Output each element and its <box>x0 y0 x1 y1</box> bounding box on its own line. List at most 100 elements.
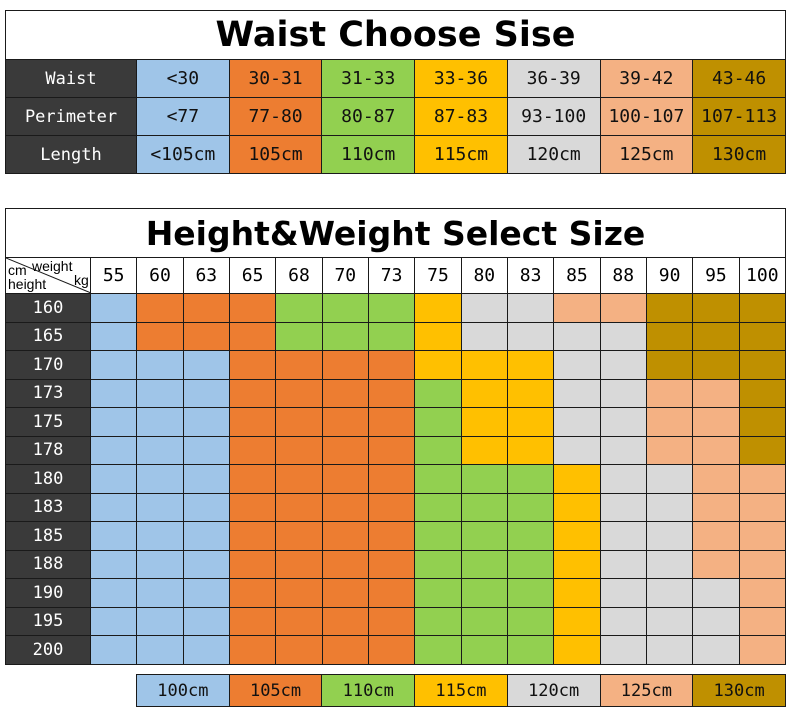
size-grid-cell <box>228 350 277 380</box>
size-grid-cell <box>89 435 138 465</box>
waist-row-perimeter: Perimeter <77 77-80 80-87 87-83 93-100 100-107… <box>5 97 786 136</box>
size-grid-cell <box>460 578 508 608</box>
size-grid-cell <box>738 549 787 579</box>
size-grid-cell <box>738 350 787 380</box>
size-grid-cell <box>553 578 601 608</box>
size-grid-cell <box>692 435 740 465</box>
size-grid-cell <box>228 464 277 494</box>
size-grid-cell <box>738 635 787 665</box>
legend-cell: 130cm <box>692 674 786 707</box>
size-grid-cell <box>553 521 601 551</box>
size-grid-cell <box>460 378 508 408</box>
size-grid-cell <box>367 293 416 323</box>
size-grid-cell <box>599 350 647 380</box>
size-grid-cell <box>228 549 277 579</box>
height-weight-table-body: Height&Weight Select Size weight kg cm h… <box>5 208 787 665</box>
weight-header-cell: 60 <box>136 257 184 294</box>
height-row: 165 <box>5 321 787 351</box>
size-grid-cell <box>136 549 184 579</box>
weight-header-cell: 95 <box>692 257 740 294</box>
size-grid-cell <box>553 635 601 665</box>
size-grid-cell <box>506 293 555 323</box>
size-grid-cell <box>645 521 694 551</box>
waist-cell: 115cm <box>414 135 508 174</box>
height-row: 200 <box>5 635 787 665</box>
size-grid-cell <box>738 321 787 351</box>
size-grid-cell <box>228 293 277 323</box>
weight-header-cell: 90 <box>645 257 694 294</box>
size-grid-cell <box>506 407 555 437</box>
size-grid-cell <box>553 378 601 408</box>
size-grid-cell <box>599 464 647 494</box>
size-grid-cell <box>738 578 787 608</box>
size-grid-cell <box>275 407 323 437</box>
size-grid-cell <box>89 492 138 522</box>
size-grid-cell <box>599 492 647 522</box>
size-grid-cell <box>89 321 138 351</box>
waist-cell: 125cm <box>599 135 694 174</box>
corner-weight-label: weight <box>32 258 73 274</box>
height-row: 173 <box>5 378 787 408</box>
size-grid-cell <box>506 321 555 351</box>
height-label: 180 <box>5 464 91 494</box>
height-label: 160 <box>5 293 91 323</box>
size-grid-cell <box>136 578 184 608</box>
waist-row-label: Perimeter <box>5 97 137 136</box>
size-grid-cell <box>645 635 694 665</box>
size-grid-cell <box>89 378 138 408</box>
size-grid-cell <box>599 549 647 579</box>
legend-cell: 115cm <box>414 674 508 707</box>
size-grid-cell <box>228 606 277 636</box>
corner-kg-label: kg <box>74 272 89 288</box>
height-row: 175 <box>5 407 787 437</box>
size-grid-cell <box>692 549 740 579</box>
waist-cell: 93-100 <box>506 97 601 136</box>
waist-table-body: Waist Choose Sise Waist <30 30-31 31-33 33-3… <box>5 10 786 174</box>
size-grid-cell <box>182 521 230 551</box>
size-grid-cell <box>553 435 601 465</box>
size-grid-cell <box>645 464 694 494</box>
size-grid-cell <box>89 464 138 494</box>
size-grid-cell <box>367 435 416 465</box>
size-grid-cell <box>692 521 740 551</box>
size-grid-cell <box>738 378 787 408</box>
size-grid-cell <box>460 464 508 494</box>
size-grid-cell <box>738 293 787 323</box>
size-grid-cell <box>321 492 369 522</box>
size-grid-cell <box>599 378 647 408</box>
size-grid-cell <box>228 378 277 408</box>
waist-cell: 87-83 <box>414 97 508 136</box>
size-grid-cell <box>367 521 416 551</box>
size-grid-cell <box>182 464 230 494</box>
waist-cell: <30 <box>136 59 230 98</box>
size-grid-cell <box>414 578 462 608</box>
size-grid-cell <box>738 521 787 551</box>
size-grid-cell <box>460 521 508 551</box>
size-grid-cell <box>599 435 647 465</box>
size-grid-cell <box>414 293 462 323</box>
size-grid-cell <box>367 578 416 608</box>
weight-header-cell: 83 <box>506 257 555 294</box>
size-grid-cell <box>367 549 416 579</box>
height-row: 160 <box>5 293 787 323</box>
waist-row-length: Length <105cm 105cm 110cm 115cm 120cm 125cm 130… <box>5 135 786 174</box>
size-grid-cell <box>553 492 601 522</box>
size-grid-cell <box>321 578 369 608</box>
size-grid-cell <box>228 435 277 465</box>
size-grid-cell <box>89 549 138 579</box>
size-grid-cell <box>645 549 694 579</box>
size-grid-cell <box>645 492 694 522</box>
size-grid-cell <box>692 350 740 380</box>
size-grid-cell <box>367 407 416 437</box>
size-grid-cell <box>738 464 787 494</box>
size-grid-cell <box>89 350 138 380</box>
size-grid-cell <box>136 492 184 522</box>
size-grid-cell <box>89 407 138 437</box>
size-grid-cell <box>506 549 555 579</box>
size-grid-cell <box>460 350 508 380</box>
size-grid-cell <box>645 378 694 408</box>
legend-cell: 100cm <box>136 674 230 707</box>
size-grid-cell <box>182 321 230 351</box>
waist-cell: 33-36 <box>414 59 508 98</box>
size-grid-cell <box>460 407 508 437</box>
